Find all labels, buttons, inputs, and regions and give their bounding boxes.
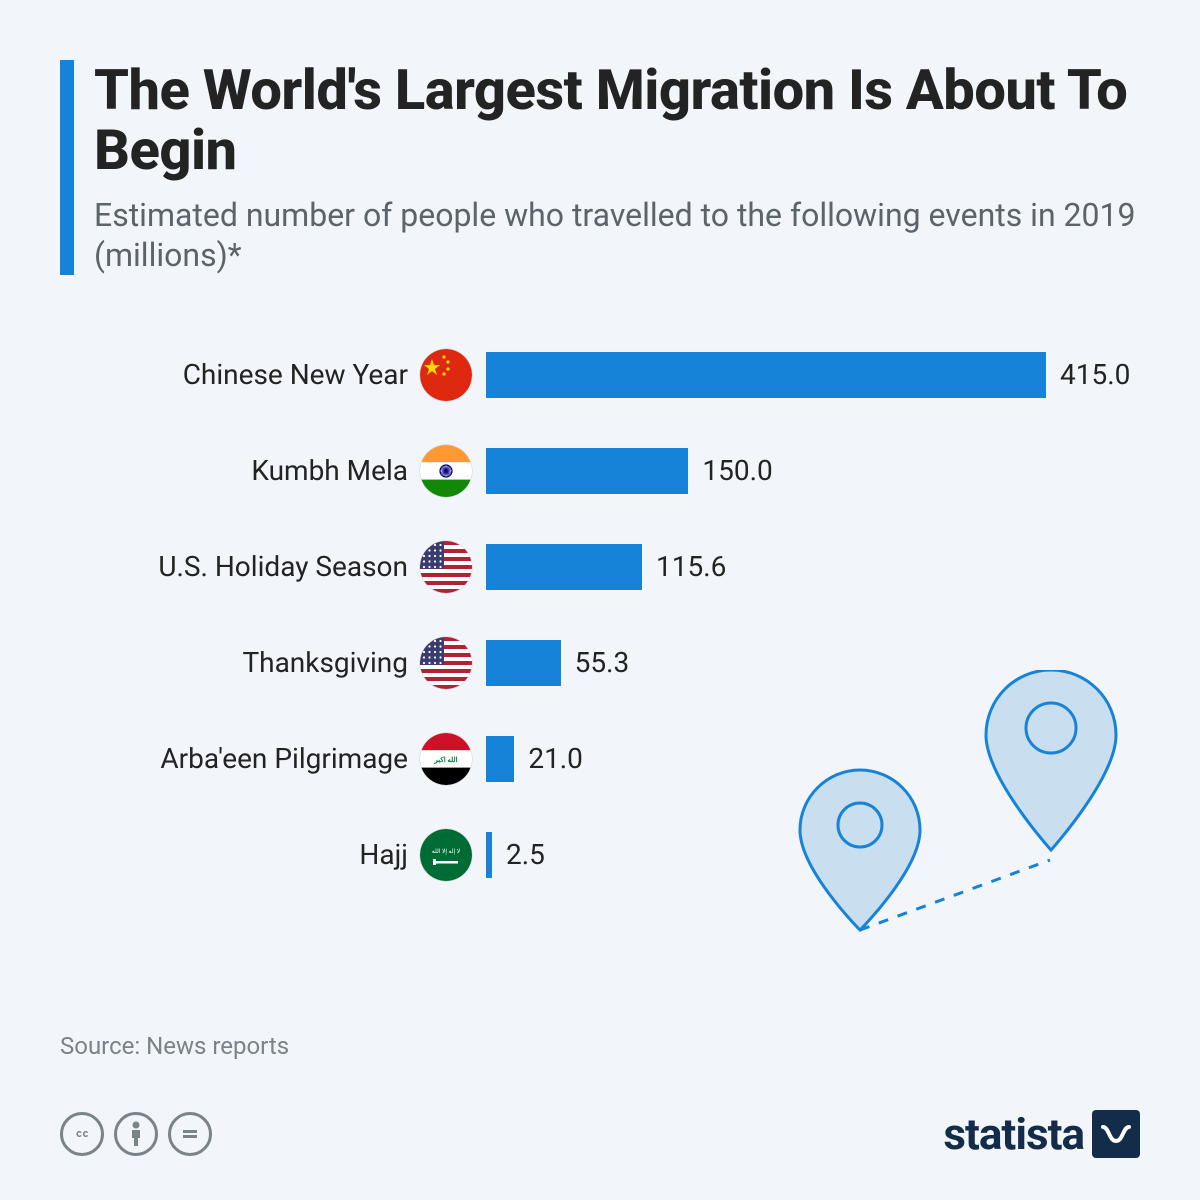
brand-mark-icon [1092,1110,1140,1158]
flag-icon: لا إله إلا الله [420,829,472,881]
bar-value: 115.6 [656,550,726,583]
page-title: The World's Largest Migration Is About T… [94,60,1140,181]
bar [486,736,514,782]
title-block: The World's Largest Migration Is About T… [60,60,1140,275]
accent-bar [60,60,74,275]
bar [486,352,1046,398]
bar-row: Hajj لا إله إلا الله 2.5 [130,825,1140,885]
flag-icon [420,637,472,689]
bar-row: Arba'een Pilgrimage الله اكبر 21.0 [130,729,1140,789]
flag-icon [420,349,472,401]
bar-value: 415.0 [1060,358,1130,391]
flag-icon [420,445,472,497]
license-badges [60,1112,212,1156]
bar-area: 415.0 [486,352,1130,398]
nd-icon [168,1112,212,1156]
bar [486,544,642,590]
bar-row: Thanksgiving 55.3 [130,633,1140,693]
bar-label: Kumbh Mela [130,454,420,487]
bar-label: U.S. Holiday Season [130,550,420,583]
bar-value: 55.3 [575,646,630,679]
bar-row: Chinese New Year 415.0 [130,345,1140,405]
bar-label: Arba'een Pilgrimage [130,742,420,775]
bar-row: Kumbh Mela 150.0 [130,441,1140,501]
title-text: The World's Largest Migration Is About T… [94,60,1140,275]
bar-area: 150.0 [486,448,773,494]
bar-label: Hajj [130,838,420,871]
flag-icon: الله اكبر [420,733,472,785]
bar [486,640,561,686]
bar-area: 55.3 [486,640,629,686]
cc-icon [60,1112,104,1156]
bar [486,832,492,878]
brand-text: statista [943,1108,1084,1160]
bar-row: U.S. Holiday Season 115.6 [130,537,1140,597]
flag-icon [420,541,472,593]
footer: statista [60,1108,1140,1160]
bar-value: 150.0 [702,454,772,487]
statista-logo: statista [943,1108,1140,1160]
bar [486,448,688,494]
svg-text:لا إله إلا الله: لا إله إلا الله [432,848,460,855]
bar-area: 115.6 [486,544,726,590]
bar-label: Thanksgiving [130,646,420,679]
page-subtitle: Estimated number of people who travelled… [94,195,1140,275]
bar-area: 2.5 [486,832,545,878]
bar-label: Chinese New Year [130,358,420,391]
bar-value: 21.0 [528,742,583,775]
bar-chart: Chinese New Year 415.0 Kumbh Mela 150.0 … [60,345,1140,885]
bar-area: 21.0 [486,736,583,782]
bar-value: 2.5 [506,838,545,871]
by-icon [114,1112,158,1156]
svg-text:الله اكبر: الله اكبر [433,756,457,764]
source-text: Source: News reports [60,1032,289,1060]
